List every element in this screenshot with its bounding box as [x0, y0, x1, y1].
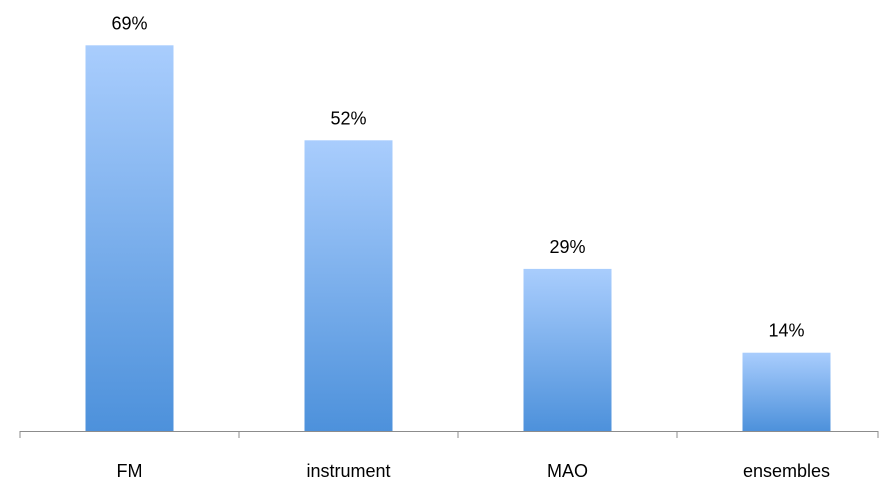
value-label-instrument: 52% — [330, 108, 366, 128]
value-label-ensembles: 14% — [768, 321, 804, 341]
tick-label-mao: MAO — [547, 461, 588, 481]
tick-label-ensembles: ensembles — [743, 461, 830, 481]
bar-mao — [523, 268, 612, 431]
x-axis — [19, 431, 879, 438]
bar-series — [85, 45, 831, 432]
value-label-fm: 69% — [111, 13, 147, 33]
bar-fm — [85, 45, 174, 432]
tick-label-instrument: instrument — [306, 461, 390, 481]
value-label-mao: 29% — [549, 237, 585, 257]
tick-label-fm: FM — [117, 461, 143, 481]
data-labels: 69% 52% 29% 14% — [111, 13, 804, 340]
x-tick-labels: FM instrument MAO ensembles — [117, 461, 831, 481]
bar-ensembles — [742, 352, 831, 431]
bar-instrument — [304, 140, 393, 432]
